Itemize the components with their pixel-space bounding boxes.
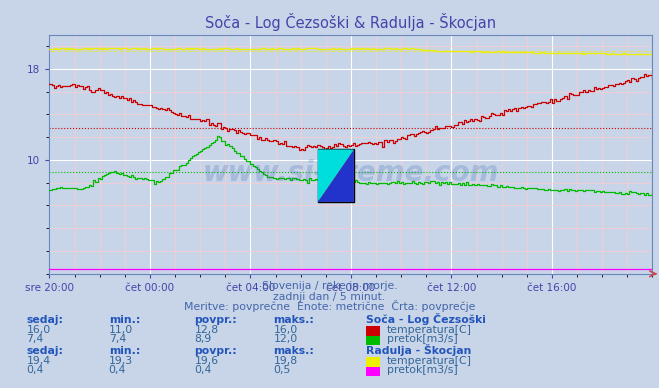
Text: 0,4: 0,4: [109, 365, 126, 375]
Text: 19,3: 19,3: [109, 355, 133, 365]
Text: Slovenija / reke in morje.: Slovenija / reke in morje.: [262, 281, 397, 291]
Text: pretok[m3/s]: pretok[m3/s]: [387, 365, 457, 375]
Text: pretok[m3/s]: pretok[m3/s]: [387, 334, 457, 344]
Text: 19,6: 19,6: [194, 355, 219, 365]
Text: Radulja - Škocjan: Radulja - Škocjan: [366, 344, 471, 356]
Text: 19,4: 19,4: [26, 355, 51, 365]
Text: zadnji dan / 5 minut.: zadnji dan / 5 minut.: [273, 291, 386, 301]
Text: 19,8: 19,8: [273, 355, 298, 365]
Polygon shape: [318, 149, 354, 202]
Text: 8,9: 8,9: [194, 334, 212, 344]
Polygon shape: [318, 149, 354, 202]
FancyBboxPatch shape: [318, 149, 354, 202]
Text: min.:: min.:: [109, 346, 140, 356]
Text: 0,4: 0,4: [26, 365, 43, 375]
Text: min.:: min.:: [109, 315, 140, 325]
Text: 0,5: 0,5: [273, 365, 291, 375]
Text: 16,0: 16,0: [26, 324, 51, 334]
Text: 12,8: 12,8: [194, 324, 219, 334]
Text: maks.:: maks.:: [273, 315, 314, 325]
Text: Meritve: povprečne  Enote: metrične  Črta: povprečje: Meritve: povprečne Enote: metrične Črta:…: [184, 300, 475, 312]
Text: 0,4: 0,4: [194, 365, 212, 375]
Text: povpr.:: povpr.:: [194, 346, 237, 356]
Text: sedaj:: sedaj:: [26, 346, 63, 356]
Text: sedaj:: sedaj:: [26, 315, 63, 325]
Text: www.si-vreme.com: www.si-vreme.com: [203, 159, 499, 187]
Text: 7,4: 7,4: [109, 334, 126, 344]
Text: 16,0: 16,0: [273, 324, 298, 334]
Text: maks.:: maks.:: [273, 346, 314, 356]
Title: Soča - Log Čezsoški & Radulja - Škocjan: Soča - Log Čezsoški & Radulja - Škocjan: [206, 13, 496, 31]
Text: 12,0: 12,0: [273, 334, 298, 344]
Text: Soča - Log Čezsoški: Soča - Log Čezsoški: [366, 313, 486, 325]
Text: temperatura[C]: temperatura[C]: [387, 324, 472, 334]
Text: 7,4: 7,4: [26, 334, 43, 344]
Text: temperatura[C]: temperatura[C]: [387, 355, 472, 365]
Text: povpr.:: povpr.:: [194, 315, 237, 325]
Text: 11,0: 11,0: [109, 324, 133, 334]
